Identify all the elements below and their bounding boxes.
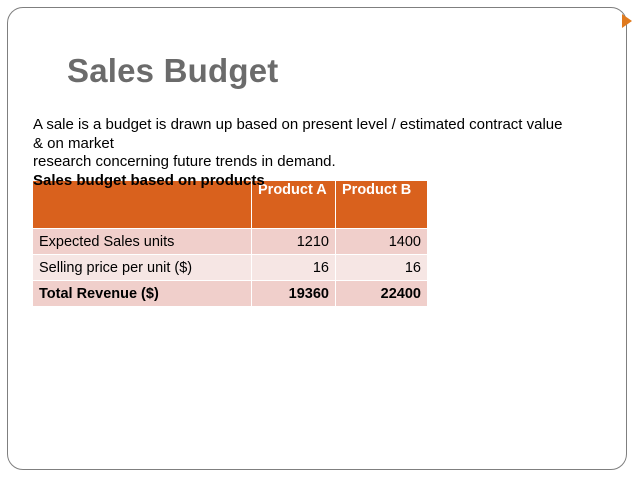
cell-product-b: 1400: [336, 229, 428, 255]
intro-line: A sale is a budget is drawn up based on …: [33, 116, 563, 133]
table-row: Expected Sales units 1210 1400: [33, 229, 428, 255]
sales-budget-table: Product A Product B Expected Sales units…: [33, 181, 428, 307]
header-cell-product-b: Product B: [336, 181, 428, 229]
row-label: Expected Sales units: [33, 229, 252, 255]
intro-line: & on market: [33, 134, 114, 152]
header-cell-empty: [33, 181, 252, 229]
row-label: Total Revenue ($): [33, 281, 252, 307]
intro-line: research concerning future trends in dem…: [33, 153, 336, 170]
row-label: Selling price per unit ($): [33, 255, 252, 281]
cell-product-b: 16: [336, 255, 428, 281]
slide-title: Sales Budget: [67, 52, 279, 89]
table-header-row: Product A Product B: [33, 181, 428, 229]
header-cell-product-a: Product A: [252, 181, 336, 229]
cell-product-b: 22400: [336, 281, 428, 307]
table-subheading: Sales budget based on products: [33, 172, 265, 189]
cell-product-a: 19360: [252, 281, 336, 307]
slide-corner-arrow-icon: [622, 14, 632, 28]
table-row: Selling price per unit ($) 16 16: [33, 255, 428, 281]
table-row-total: Total Revenue ($) 19360 22400: [33, 281, 428, 307]
cell-product-a: 1210: [252, 229, 336, 255]
cell-product-a: 16: [252, 255, 336, 281]
intro-text: A sale is a budget is drawn up based on …: [33, 116, 608, 172]
